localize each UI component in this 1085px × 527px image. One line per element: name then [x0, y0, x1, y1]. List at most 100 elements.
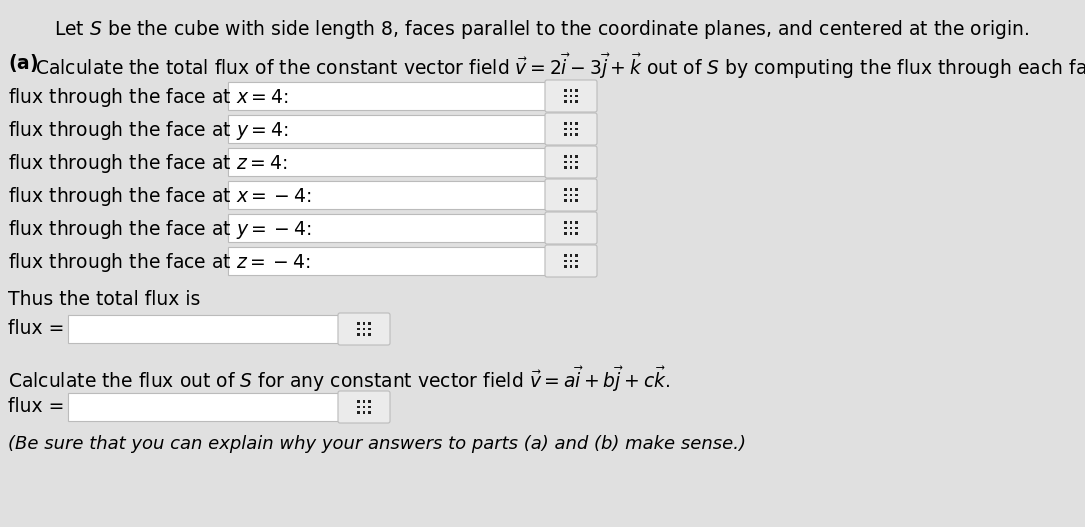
FancyBboxPatch shape [369, 412, 371, 414]
FancyBboxPatch shape [575, 128, 577, 130]
Text: flux through the face at $x = 4$:: flux through the face at $x = 4$: [8, 86, 289, 109]
FancyBboxPatch shape [357, 328, 359, 330]
FancyBboxPatch shape [369, 334, 371, 336]
FancyBboxPatch shape [564, 260, 566, 262]
FancyBboxPatch shape [369, 406, 371, 408]
FancyBboxPatch shape [570, 221, 572, 223]
FancyBboxPatch shape [564, 255, 566, 257]
FancyBboxPatch shape [564, 128, 566, 130]
FancyBboxPatch shape [228, 181, 545, 209]
Text: flux through the face at $y = -4$:: flux through the face at $y = -4$: [8, 218, 311, 241]
FancyBboxPatch shape [357, 334, 359, 336]
FancyBboxPatch shape [228, 82, 545, 110]
Text: Calculate the total flux of the constant vector field $\vec{v} = 2\vec{i} - 3\ve: Calculate the total flux of the constant… [35, 52, 1085, 81]
FancyBboxPatch shape [570, 122, 572, 124]
FancyBboxPatch shape [228, 148, 545, 176]
FancyBboxPatch shape [575, 95, 577, 97]
FancyBboxPatch shape [68, 315, 339, 343]
FancyBboxPatch shape [570, 232, 572, 235]
FancyBboxPatch shape [575, 101, 577, 103]
Text: Calculate the flux out of $S$ for any constant vector field $\vec{v} = a\vec{i} : Calculate the flux out of $S$ for any co… [8, 365, 671, 394]
FancyBboxPatch shape [575, 199, 577, 202]
FancyBboxPatch shape [228, 247, 545, 275]
FancyBboxPatch shape [575, 227, 577, 229]
FancyBboxPatch shape [228, 115, 545, 143]
FancyBboxPatch shape [575, 266, 577, 268]
Text: flux =: flux = [8, 319, 64, 338]
FancyBboxPatch shape [570, 90, 572, 92]
FancyBboxPatch shape [362, 406, 365, 408]
FancyBboxPatch shape [570, 128, 572, 130]
FancyBboxPatch shape [575, 188, 577, 191]
FancyBboxPatch shape [369, 323, 371, 325]
FancyBboxPatch shape [575, 194, 577, 196]
FancyBboxPatch shape [575, 255, 577, 257]
FancyBboxPatch shape [362, 328, 365, 330]
Text: flux =: flux = [8, 397, 64, 416]
FancyBboxPatch shape [564, 101, 566, 103]
FancyBboxPatch shape [357, 406, 359, 408]
FancyBboxPatch shape [357, 323, 359, 325]
Text: Thus the total flux is: Thus the total flux is [8, 290, 201, 309]
FancyBboxPatch shape [570, 161, 572, 163]
FancyBboxPatch shape [575, 155, 577, 158]
FancyBboxPatch shape [575, 161, 577, 163]
FancyBboxPatch shape [570, 260, 572, 262]
Text: (Be sure that you can explain why your answers to parts (a) and (b) make sense.): (Be sure that you can explain why your a… [8, 435, 746, 453]
FancyBboxPatch shape [564, 232, 566, 235]
FancyBboxPatch shape [570, 95, 572, 97]
FancyBboxPatch shape [564, 227, 566, 229]
FancyBboxPatch shape [545, 212, 597, 244]
FancyBboxPatch shape [575, 260, 577, 262]
FancyBboxPatch shape [228, 214, 545, 242]
FancyBboxPatch shape [564, 194, 566, 196]
FancyBboxPatch shape [545, 179, 597, 211]
FancyBboxPatch shape [570, 167, 572, 169]
FancyBboxPatch shape [545, 146, 597, 178]
FancyBboxPatch shape [564, 122, 566, 124]
FancyBboxPatch shape [575, 133, 577, 135]
FancyBboxPatch shape [564, 221, 566, 223]
FancyBboxPatch shape [545, 113, 597, 145]
Text: flux through the face at $y = 4$:: flux through the face at $y = 4$: [8, 119, 289, 142]
FancyBboxPatch shape [575, 221, 577, 223]
FancyBboxPatch shape [570, 155, 572, 158]
FancyBboxPatch shape [564, 161, 566, 163]
Text: $\mathbf{(a)}$: $\mathbf{(a)}$ [8, 52, 38, 74]
FancyBboxPatch shape [357, 412, 359, 414]
FancyBboxPatch shape [564, 90, 566, 92]
FancyBboxPatch shape [339, 391, 390, 423]
Text: Let $S$ be the cube with side length 8, faces parallel to the coordinate planes,: Let $S$ be the cube with side length 8, … [54, 18, 1030, 41]
FancyBboxPatch shape [570, 266, 572, 268]
FancyBboxPatch shape [570, 255, 572, 257]
FancyBboxPatch shape [575, 167, 577, 169]
FancyBboxPatch shape [564, 167, 566, 169]
FancyBboxPatch shape [564, 155, 566, 158]
FancyBboxPatch shape [575, 122, 577, 124]
FancyBboxPatch shape [362, 334, 365, 336]
FancyBboxPatch shape [369, 401, 371, 403]
FancyBboxPatch shape [362, 323, 365, 325]
FancyBboxPatch shape [545, 80, 597, 112]
FancyBboxPatch shape [570, 188, 572, 191]
FancyBboxPatch shape [564, 133, 566, 135]
FancyBboxPatch shape [545, 245, 597, 277]
FancyBboxPatch shape [570, 101, 572, 103]
FancyBboxPatch shape [575, 232, 577, 235]
FancyBboxPatch shape [339, 313, 390, 345]
FancyBboxPatch shape [570, 227, 572, 229]
FancyBboxPatch shape [362, 412, 365, 414]
Text: flux through the face at $x = -4$:: flux through the face at $x = -4$: [8, 185, 311, 208]
FancyBboxPatch shape [357, 401, 359, 403]
FancyBboxPatch shape [369, 328, 371, 330]
FancyBboxPatch shape [564, 199, 566, 202]
FancyBboxPatch shape [570, 194, 572, 196]
FancyBboxPatch shape [564, 266, 566, 268]
FancyBboxPatch shape [570, 133, 572, 135]
FancyBboxPatch shape [564, 95, 566, 97]
FancyBboxPatch shape [575, 90, 577, 92]
FancyBboxPatch shape [68, 393, 339, 421]
Text: flux through the face at $z = 4$:: flux through the face at $z = 4$: [8, 152, 288, 175]
FancyBboxPatch shape [570, 199, 572, 202]
Text: flux through the face at $z = -4$:: flux through the face at $z = -4$: [8, 251, 310, 274]
